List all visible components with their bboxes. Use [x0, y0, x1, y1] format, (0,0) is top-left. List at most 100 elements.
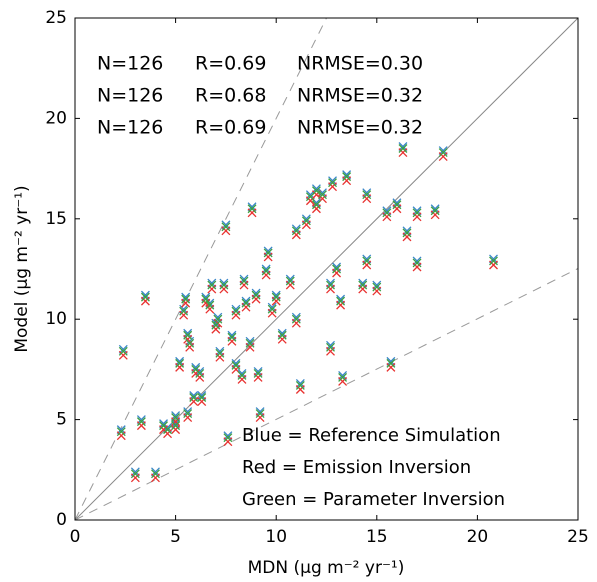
point — [336, 296, 346, 306]
point-stroke — [291, 226, 301, 236]
point — [130, 469, 140, 479]
point — [311, 200, 321, 210]
point-stroke — [175, 362, 185, 372]
point-stroke — [183, 413, 193, 423]
point — [271, 296, 281, 306]
point-stroke — [241, 302, 251, 312]
point-stroke — [318, 190, 327, 200]
point-stroke — [136, 417, 146, 427]
point — [171, 421, 181, 431]
point — [263, 252, 273, 262]
point — [116, 427, 126, 437]
point-stroke — [342, 172, 352, 182]
point-stroke — [338, 372, 348, 382]
point-stroke — [231, 364, 241, 374]
point-stroke — [277, 334, 287, 344]
point — [239, 280, 249, 290]
point — [338, 376, 348, 386]
point-stroke — [189, 397, 199, 406]
point-stroke — [247, 208, 257, 218]
point-stroke — [372, 282, 382, 292]
y-tick-label: 10 — [45, 309, 67, 329]
point-stroke — [231, 306, 241, 316]
point — [213, 314, 223, 324]
point — [171, 425, 181, 435]
point — [253, 372, 263, 382]
point — [328, 182, 337, 192]
point-stroke — [382, 212, 392, 222]
point-stroke — [263, 248, 273, 258]
point — [251, 290, 261, 300]
point — [392, 204, 402, 214]
one-to-one-line — [74, 17, 579, 521]
point-stroke — [183, 334, 193, 344]
point-stroke — [227, 332, 237, 342]
point — [326, 346, 335, 356]
point-stroke — [261, 270, 271, 280]
point-stroke — [430, 210, 440, 220]
point-stroke — [189, 393, 199, 402]
point — [277, 334, 287, 344]
point — [285, 276, 295, 286]
point — [326, 280, 335, 290]
point-stroke — [159, 425, 168, 435]
point — [207, 280, 217, 290]
point-stroke — [271, 296, 281, 306]
point-stroke — [336, 300, 346, 310]
point — [291, 314, 301, 324]
point — [223, 433, 233, 443]
point-stroke — [362, 194, 372, 204]
point-stroke — [116, 431, 126, 441]
point — [412, 212, 422, 222]
one-to-two-line — [74, 268, 579, 521]
point-stroke — [130, 469, 140, 479]
point-stroke — [412, 208, 422, 218]
legend-entry: Blue = Reference Simulation — [242, 425, 501, 446]
point — [241, 298, 251, 308]
point — [412, 262, 422, 272]
point-stroke — [489, 260, 498, 270]
point — [215, 352, 225, 362]
y-tick-label: 15 — [45, 209, 67, 229]
point-stroke — [181, 298, 191, 308]
point — [285, 280, 295, 290]
point-stroke — [301, 220, 311, 230]
point — [398, 148, 408, 157]
point-stroke — [237, 374, 247, 384]
point — [342, 176, 352, 186]
point — [402, 228, 412, 238]
point-stroke — [326, 346, 335, 356]
point — [185, 338, 195, 348]
point-stroke — [253, 372, 263, 382]
point — [255, 413, 265, 423]
point-stroke — [171, 421, 181, 431]
point — [362, 194, 372, 204]
point — [163, 429, 173, 439]
point — [430, 210, 440, 220]
point — [267, 304, 277, 314]
stat-annotation: N=126 — [97, 53, 163, 75]
point-stroke — [118, 350, 128, 360]
point — [181, 294, 191, 304]
point — [189, 393, 199, 402]
stat-annotation: NRMSE=0.30 — [297, 53, 423, 75]
point-stroke — [205, 300, 215, 310]
point — [277, 330, 287, 340]
point — [183, 330, 193, 340]
point — [245, 342, 255, 352]
point-stroke — [291, 314, 301, 324]
point-stroke — [140, 296, 150, 306]
point — [189, 397, 199, 406]
point — [336, 300, 346, 310]
point-stroke — [342, 176, 352, 186]
point-stroke — [185, 342, 195, 352]
point-stroke — [263, 252, 273, 262]
point-stroke — [386, 358, 396, 368]
x-tick-label: 20 — [467, 527, 489, 547]
point-stroke — [358, 284, 368, 294]
point — [151, 469, 160, 479]
point-stroke — [332, 268, 342, 278]
point — [295, 385, 305, 394]
point-stroke — [261, 266, 271, 276]
point — [181, 298, 191, 308]
